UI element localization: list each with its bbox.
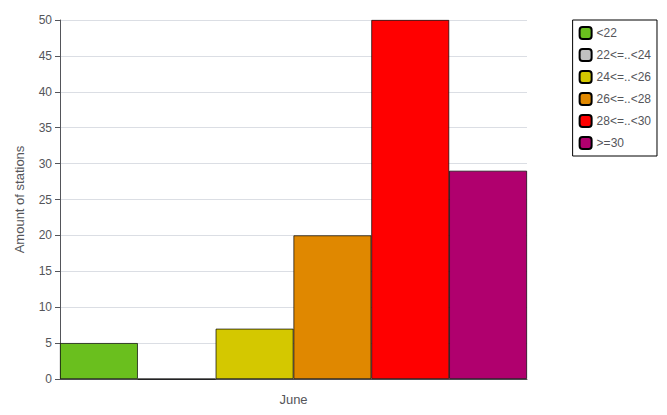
svg-text:24<=..<26: 24<=..<26	[597, 70, 652, 84]
svg-text:25: 25	[39, 193, 53, 207]
svg-text:50: 50	[39, 13, 53, 27]
svg-text:28<=..<30: 28<=..<30	[597, 114, 652, 128]
svg-text:>=30: >=30	[597, 136, 625, 150]
svg-text:40: 40	[39, 85, 53, 99]
svg-text:45: 45	[39, 49, 53, 63]
svg-text:5: 5	[45, 336, 52, 350]
svg-text:26<=..<28: 26<=..<28	[597, 92, 652, 106]
svg-text:20: 20	[39, 228, 53, 242]
svg-text:35: 35	[39, 121, 53, 135]
svg-text:15: 15	[39, 264, 53, 278]
svg-text:30: 30	[39, 157, 53, 171]
svg-text:22<=..<24: 22<=..<24	[597, 48, 652, 62]
svg-text:0: 0	[45, 372, 52, 386]
svg-text:June: June	[279, 392, 307, 407]
svg-text:10: 10	[39, 300, 53, 314]
svg-text:<22: <22	[597, 26, 618, 40]
svg-text:Amount of stations: Amount of stations	[12, 145, 27, 253]
